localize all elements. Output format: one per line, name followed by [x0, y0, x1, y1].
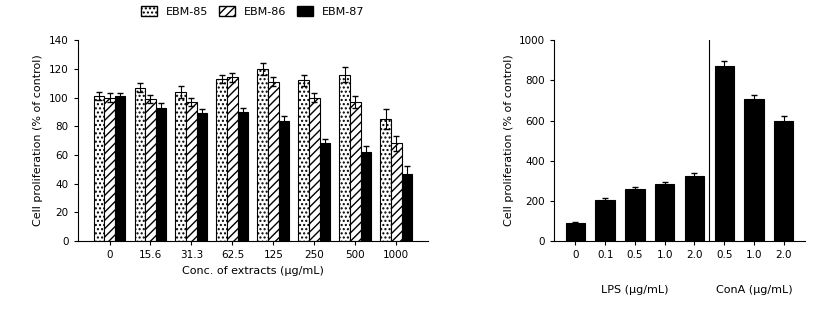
Bar [135, 87, 145, 241]
Bar [105, 98, 115, 241]
Bar [565, 223, 585, 241]
Bar [744, 99, 764, 241]
Bar [339, 74, 350, 241]
Bar [186, 102, 197, 241]
X-axis label: Conc. of extracts (μg/mL): Conc. of extracts (μg/mL) [182, 266, 324, 276]
Bar [625, 189, 645, 241]
Bar [279, 121, 289, 241]
Text: ConA (μg/mL): ConA (μg/mL) [716, 286, 792, 295]
Bar [238, 112, 248, 241]
Bar [655, 184, 674, 241]
Legend: EBM-85, EBM-86, EBM-87: EBM-85, EBM-86, EBM-87 [137, 2, 368, 21]
Y-axis label: Cell proliferation (% of control): Cell proliferation (% of control) [33, 55, 43, 226]
Bar [360, 152, 371, 241]
Bar [774, 121, 793, 241]
Bar [257, 69, 268, 241]
Bar [268, 82, 279, 241]
Bar [319, 143, 330, 241]
Bar [94, 96, 105, 241]
Bar [685, 176, 704, 241]
Bar [197, 113, 208, 241]
Bar [350, 102, 360, 241]
Y-axis label: Cell proliferation (% of control): Cell proliferation (% of control) [503, 55, 514, 226]
Bar [145, 99, 156, 241]
Bar [309, 98, 319, 241]
Bar [715, 66, 734, 241]
Text: LPS (μg/mL): LPS (μg/mL) [601, 286, 668, 295]
Bar [227, 78, 238, 241]
Bar [380, 119, 391, 241]
Bar [402, 174, 413, 241]
Bar [176, 92, 186, 241]
Bar [391, 143, 402, 241]
Bar [115, 96, 126, 241]
Bar [596, 200, 615, 241]
Bar [217, 79, 227, 241]
Bar [156, 108, 167, 241]
Bar [298, 80, 309, 241]
